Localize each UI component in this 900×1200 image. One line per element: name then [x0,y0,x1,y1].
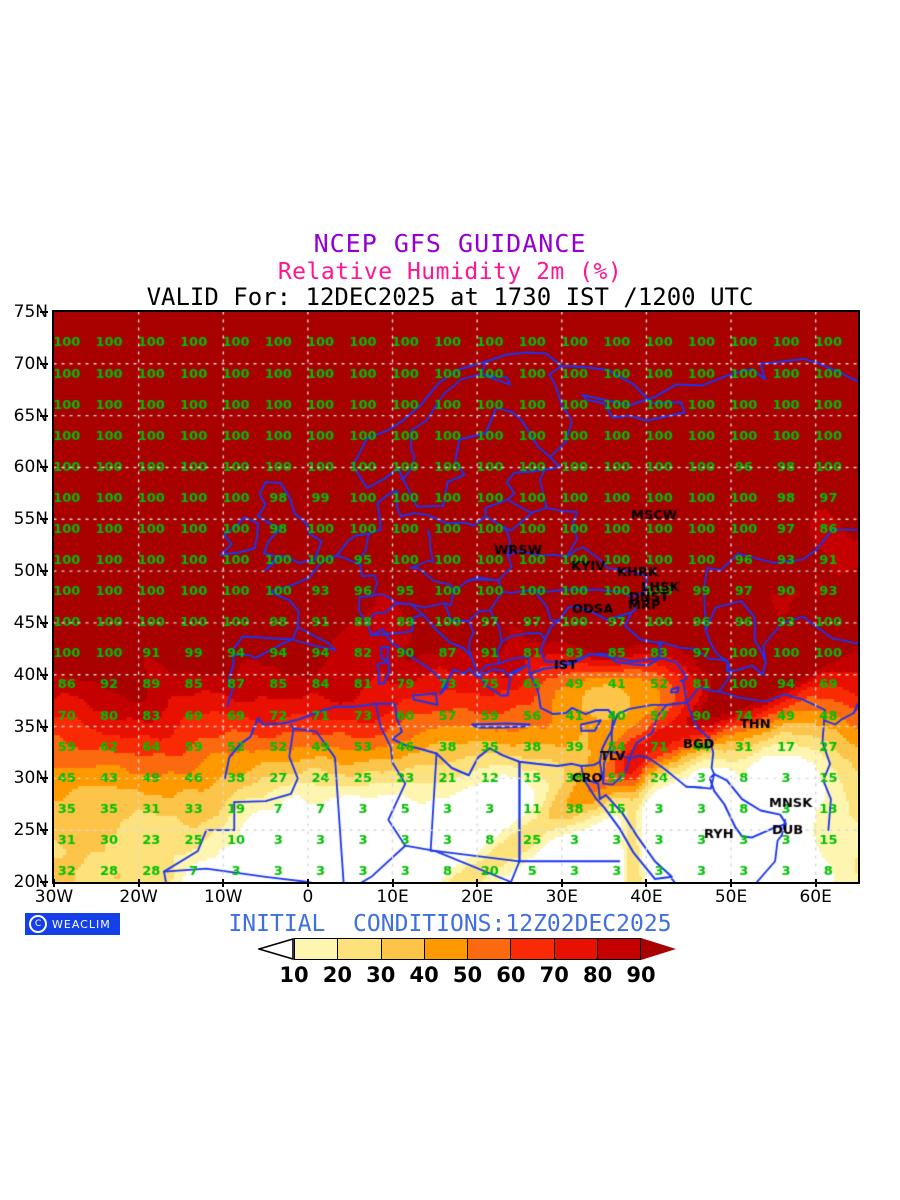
colorbar [258,938,676,962]
longitude-tick [391,879,394,887]
weaclim-label: WEACLIM [52,917,111,931]
colorbar-tick-label: 80 [583,963,613,987]
longitude-tick-label: 50E [714,887,748,907]
longitude-tick-label: 20W [119,887,158,907]
colorbar-segment [511,939,555,959]
latitude-tick-label: 75N [13,302,48,322]
latitude-tick-label: 35N [13,716,48,737]
longitude-tick [222,879,225,887]
colorbar-tick-label: 10 [279,963,309,987]
page-subtitle: Relative Humidity 2m (%) [277,259,623,285]
latitude-tick-label: 40N [13,664,48,685]
latitude-tick [40,311,48,313]
colorbar-segment [597,939,640,959]
initial-conditions-label: INITIAL CONDITIONS:12Z02DEC2025 [228,911,672,937]
latitude-tick [40,881,48,883]
colorbar-segment [338,939,382,959]
colorbar-tick-label: 20 [322,963,352,987]
weaclim-logo: C WEACLIM [25,913,120,935]
latitude-tick [40,466,48,469]
latitude-tick-label: 60N [13,457,48,478]
latitude-tick [40,777,48,780]
longitude-tick-label: 10E [376,887,409,907]
longitude-tick-label: 20E [460,887,494,907]
latitude-tick [40,621,48,624]
copyright-icon: C [29,915,47,933]
latitude-tick-label: 70N [13,353,48,374]
colorbar-tick-label: 40 [409,963,439,987]
latitude-tick-label: 50N [13,561,48,582]
latitude-tick-label: 65N [13,405,48,426]
longitude-tick [53,879,55,887]
longitude-tick [730,879,733,887]
longitude-tick-label: 30E [545,887,578,907]
latitude-tick-label: 45N [13,612,48,633]
colorbar-segment [381,939,425,959]
longitude-axis: 30W 20W 10W 0 10E 20E 30E 40E 50E 60E [35,879,860,911]
longitude-tick [137,879,140,887]
colorbar-under-cap [258,938,294,960]
latitude-tick [40,570,48,573]
colorbar-tick-label: 30 [366,963,396,987]
latitude-tick [40,725,48,728]
colorbar-tick-label: 90 [626,963,656,987]
longitude-tick [645,879,648,887]
colorbar-segment [468,939,512,959]
latitude-tick-label: 55N [13,509,48,530]
longitude-tick [814,879,817,887]
map-plot-area [52,310,860,884]
latitude-tick [40,362,48,365]
longitude-tick [476,879,479,887]
colorbar-tick-label: 70 [539,963,569,987]
colorbar-tick-label: 60 [496,963,526,987]
latitude-tick-label: 30N [13,768,48,789]
relative-humidity-heatmap [54,312,858,882]
colorbar-tick-label: 50 [452,963,483,987]
colorbar-tick-labels: 10 20 30 40 50 60 70 80 90 [258,963,676,987]
latitude-tick [40,518,48,521]
longitude-tick-label: 40E [630,887,663,907]
latitude-tick [40,829,48,832]
colorbar-over-cap [641,938,676,960]
colorbar-cells [294,938,641,960]
colorbar-segment [295,939,339,959]
latitude-tick [40,673,48,676]
latitude-axis: 75N 70N 65N 60N 55N 50N 45N 40N 35N 30N 25N 20N [0,302,48,892]
latitude-tick-label: 20N [13,872,48,892]
longitude-tick [306,879,309,887]
colorbar-segment [554,939,598,959]
longitude-tick-label: 60E [799,887,832,907]
page-title: NCEP GFS GUIDANCE [313,229,587,258]
latitude-tick-label: 25N [13,820,48,841]
valid-time-label: VALID For: 12DEC2025 at 1730 IST /1200 U… [146,283,754,311]
longitude-tick [560,879,563,887]
colorbar-segment [424,939,468,959]
longitude-tick-label: 10W [204,887,243,907]
longitude-tick-label: 0 [302,887,314,907]
colorbar-under-outline [258,938,294,960]
longitude-tick-label: 30W [34,887,74,907]
latitude-tick [40,414,48,417]
